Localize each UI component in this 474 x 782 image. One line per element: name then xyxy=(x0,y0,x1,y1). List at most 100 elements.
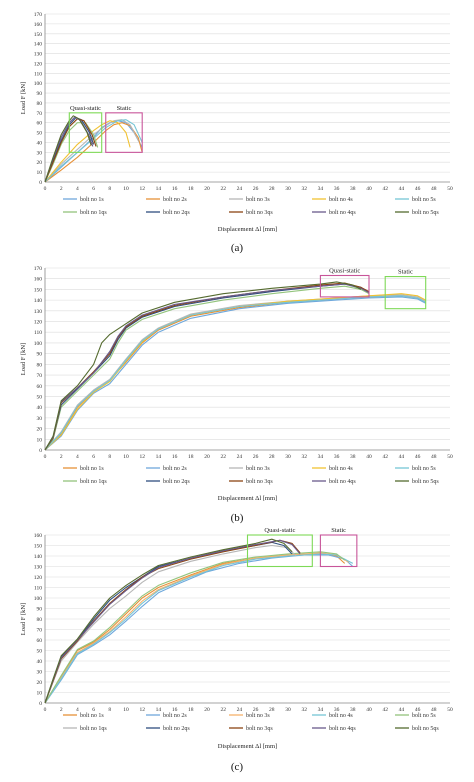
y-tick-label: 90 xyxy=(37,91,43,97)
y-tick-label: 50 xyxy=(37,649,43,655)
x-tick-label: 6 xyxy=(92,707,95,713)
legend-entry: bolt no 2qs xyxy=(163,210,190,216)
series-line-9 xyxy=(44,539,301,704)
y-tick-label: 70 xyxy=(37,628,43,634)
x-tick-label: 48 xyxy=(431,707,437,713)
x-tick-label: 28 xyxy=(269,186,275,192)
x-tick-label: 26 xyxy=(253,454,259,460)
x-tick-label: 50 xyxy=(447,454,453,460)
series-line-3 xyxy=(44,552,350,704)
y-tick-label: 120 xyxy=(34,575,43,581)
y-tick-label: 40 xyxy=(37,140,43,146)
y-tick-label: 90 xyxy=(37,352,43,358)
y-tick-label: 10 xyxy=(37,691,43,697)
y-axis-title: Load F [kN] xyxy=(20,82,27,115)
region-label: Static xyxy=(117,105,132,112)
x-tick-label: 22 xyxy=(220,707,226,713)
x-tick-label: 30 xyxy=(285,454,291,460)
series-line-8 xyxy=(44,539,301,704)
legend-entry: bolt no 4s xyxy=(329,466,353,472)
x-tick-label: 4 xyxy=(76,186,79,192)
y-tick-label: 80 xyxy=(37,617,43,623)
x-tick-label: 2 xyxy=(60,707,63,713)
region-box xyxy=(319,534,358,568)
y-tick-label: 130 xyxy=(34,309,43,315)
legend-entry: bolt no 3s xyxy=(246,466,270,472)
y-axis-title: Load F [kN] xyxy=(20,603,27,636)
legend-entry: bolt no 2s xyxy=(163,466,187,472)
x-tick-label: 26 xyxy=(253,707,259,713)
x-tick-label: 8 xyxy=(108,454,111,460)
y-tick-label: 110 xyxy=(34,586,42,592)
chart-panel-3: 0102030405060708090100110120130140150160… xyxy=(20,527,453,773)
legend-entry: bolt no 1qs xyxy=(80,210,107,216)
x-tick-label: 0 xyxy=(44,707,47,713)
legend-entry: bolt no 4qs xyxy=(329,210,356,216)
x-tick-label: 12 xyxy=(139,707,145,713)
x-tick-label: 14 xyxy=(156,186,162,192)
x-tick-label: 44 xyxy=(399,707,405,713)
y-tick-label: 140 xyxy=(34,554,43,560)
y-tick-label: 170 xyxy=(34,12,43,18)
x-tick-label: 32 xyxy=(301,707,307,713)
x-tick-label: 44 xyxy=(399,186,405,192)
legend-entry: bolt no 3s xyxy=(246,713,270,719)
region-box xyxy=(246,534,313,568)
x-tick-label: 48 xyxy=(431,454,437,460)
x-tick-label: 36 xyxy=(334,454,340,460)
y-tick-label: 150 xyxy=(34,544,43,550)
x-tick-label: 16 xyxy=(172,707,178,713)
region-label: Static xyxy=(331,527,346,534)
y-tick-label: 60 xyxy=(37,638,43,644)
series-line-6 xyxy=(44,544,297,704)
region-box xyxy=(384,276,427,310)
x-tick-label: 20 xyxy=(204,454,210,460)
legend-entry: bolt no 5s xyxy=(412,466,436,472)
y-tick-label: 100 xyxy=(34,596,43,602)
y-tick-label: 110 xyxy=(34,330,42,336)
x-tick-label: 50 xyxy=(447,186,453,192)
x-axis-title: Displacement Δl [mm] xyxy=(218,743,277,750)
x-tick-label: 28 xyxy=(269,454,275,460)
legend-entry: bolt no 2s xyxy=(163,713,187,719)
y-tick-label: 40 xyxy=(37,405,43,411)
series-line-6 xyxy=(44,285,370,451)
legend-entry: bolt no 2qs xyxy=(163,726,190,732)
y-tick-label: 90 xyxy=(37,607,43,613)
x-tick-label: 44 xyxy=(399,454,405,460)
series-line-5 xyxy=(44,295,426,451)
y-tick-label: 50 xyxy=(37,131,43,137)
legend-entry: bolt no 5qs xyxy=(412,479,439,485)
legend-entry: bolt no 4s xyxy=(329,713,353,719)
x-tick-label: 38 xyxy=(350,454,356,460)
region-label: Quasi-static xyxy=(70,105,101,112)
legend-entry: bolt no 4s xyxy=(329,197,353,203)
panel-label: (a) xyxy=(231,242,244,254)
region-box xyxy=(105,112,143,153)
chart-panel-1: 0102030405060708090100110120130140150160… xyxy=(20,12,453,254)
legend-entry: bolt no 1s xyxy=(80,713,104,719)
x-tick-label: 10 xyxy=(123,454,129,460)
y-tick-label: 60 xyxy=(37,121,43,127)
x-tick-label: 16 xyxy=(172,454,178,460)
x-tick-label: 2 xyxy=(60,186,63,192)
legend-entry: bolt no 3qs xyxy=(246,726,273,732)
x-tick-label: 18 xyxy=(188,707,194,713)
series-line-1 xyxy=(44,295,426,451)
x-tick-label: 12 xyxy=(139,454,145,460)
series-line-2 xyxy=(44,554,354,704)
y-tick-label: 160 xyxy=(34,22,43,28)
y-tick-label: 10 xyxy=(37,170,43,176)
x-tick-label: 32 xyxy=(301,454,307,460)
y-tick-label: 100 xyxy=(34,341,43,347)
x-tick-label: 32 xyxy=(301,186,307,192)
series-line-5 xyxy=(44,119,143,183)
legend-entry: bolt no 4qs xyxy=(329,479,356,485)
y-tick-label: 20 xyxy=(37,427,43,433)
y-tick-label: 150 xyxy=(34,32,43,38)
legend-entry: bolt no 5qs xyxy=(412,210,439,216)
legend-entry: bolt no 1qs xyxy=(80,726,107,732)
y-tick-label: 30 xyxy=(37,670,43,676)
x-tick-label: 46 xyxy=(415,454,421,460)
